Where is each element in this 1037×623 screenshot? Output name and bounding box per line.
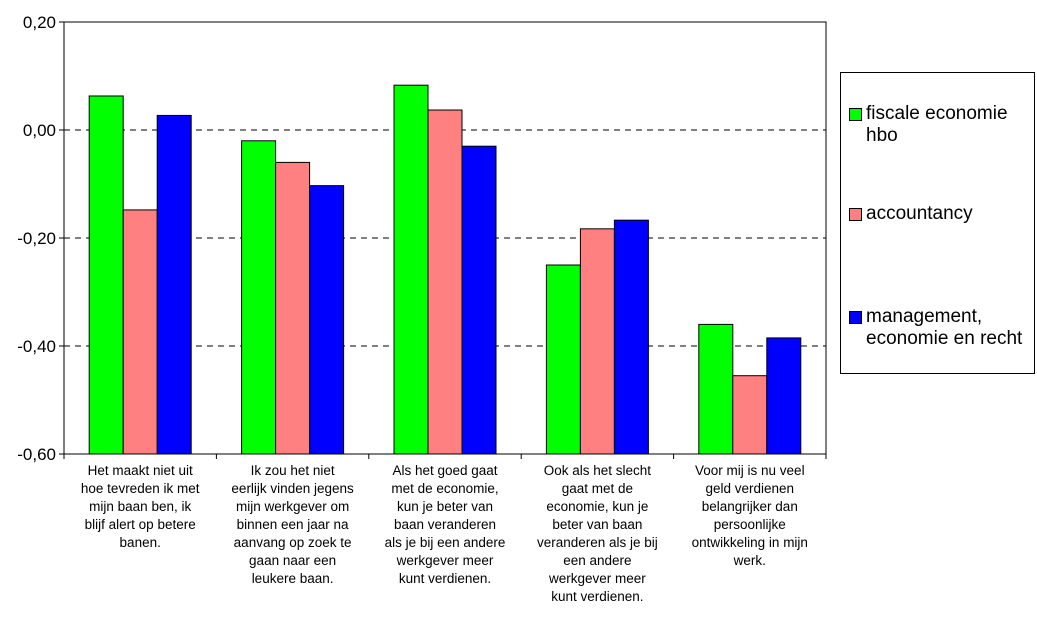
x-category-label-line: geld verdienen [706,481,795,496]
x-category-label-line: persoonlijke [714,517,786,532]
bar-series-1-cat-2 [427,109,463,455]
bar-series-2-cat-2 [461,145,497,455]
x-category-label-line: Ik zou het niet [251,463,335,478]
x-category-label-line: beter van baan [552,517,642,532]
x-category-label-line: belangrijker dan [702,499,798,514]
legend-item-series-2: management, economie en recht [849,306,1036,350]
x-category-label-line: als je bij een andere [385,535,506,550]
bars [88,84,802,455]
x-category-label-line: Voor mij is nu veel [695,463,805,478]
bar-series-0-cat-0 [88,95,124,455]
y-tick-label: -0,60 [17,445,56,464]
bar-series-0-cat-3 [545,264,581,455]
y-tick-label: -0,20 [17,229,56,248]
x-category-label: Ik zou het niet eerlijk vinden jegens mijn… [231,463,354,586]
legend-swatch-series-2 [849,311,862,324]
bar-series-0-cat-2 [393,84,429,455]
legend-label-series-2: management, economie en recht [866,306,1023,349]
axes [59,21,827,459]
legend-swatch-series-0 [849,108,862,121]
bar-series-0-cat-1 [241,140,277,455]
x-category-label-line: gaat met de [562,481,633,496]
axis-labels: 0,20 0,00 -0,20 -0,40 -0,60 Het maakt niet ui… [17,13,808,604]
x-category-label-line: aanvang op zoek te [234,535,352,550]
x-category-label-line: gaan naar een [249,553,336,568]
x-category-label-line: ontwikkeling in mijn [692,535,808,550]
bar-series-2-cat-3 [613,219,649,455]
x-category-label-line: banen. [120,535,161,550]
x-category-label-line: werkgever meer [548,571,646,586]
x-category-label-line: blijf alert op betere [85,517,196,532]
x-category-label-line: hoe tevreden ik met [81,481,200,496]
x-category-label: Het maakt niet uit hoe tevreden ik met mij… [81,463,200,550]
x-category-label-line: Ook als het slecht [544,463,652,478]
x-category-label-line: een andere [563,553,631,568]
x-category-label-line: werkgever meer [396,553,494,568]
x-category-label-line: Als het goed gaat [392,463,497,478]
bar-series-1-cat-1 [275,161,311,455]
legend-item-series-0: fiscale economie hbo [849,103,1036,147]
bar-series-2-cat-0 [156,114,192,455]
y-tick-label: -0,40 [17,337,56,356]
x-category-label: Als het goed gaat met de economie, kun je … [385,463,506,586]
bar-series-1-cat-3 [579,228,615,455]
x-category-label-line: binnen een jaar na [237,517,349,532]
bar-series-2-cat-1 [309,185,345,455]
y-tick-label: 0,00 [23,121,56,140]
x-category-label-line: mijn baan ben, ik [89,499,191,514]
x-category-label-line: economie, kun je [546,499,648,514]
x-category-label-line: baan veranderen [394,517,496,532]
bar-series-1-cat-4 [732,375,768,455]
x-category-label-line: kunt verdienen. [399,571,491,586]
bar-series-1-cat-0 [122,209,158,455]
x-category-label: Voor mij is nu veel geld verdienen belangr… [692,463,808,568]
x-category-label-line: kun je beter van [397,499,493,514]
bar-series-0-cat-4 [698,323,734,455]
x-category-label: Ook als het slecht gaat met de economie, k… [537,463,658,604]
plot-area-frame [63,21,827,455]
x-category-label-line: eerlijk vinden jegens [231,481,354,496]
legend-label-series-0: fiscale economie hbo [866,103,1008,146]
legend-label-series-1: accountancy [866,203,973,224]
x-category-label-line: veranderen als je bij [537,535,658,550]
bar-series-2-cat-4 [766,337,802,455]
x-category-label-line: mijn werkgever om [236,499,349,514]
x-category-label-line: Het maakt niet uit [88,463,193,478]
x-category-label-line: leukere baan. [252,571,334,586]
legend-swatch-series-1 [849,208,862,221]
x-category-label-line: werk. [733,553,766,568]
x-category-label-line: met de economie, [391,481,498,496]
legend: fiscale economie hbo accountancy managem… [840,72,1035,374]
legend-item-series-1: accountancy [849,203,1036,225]
y-tick-label: 0,20 [23,13,56,32]
x-category-label-line: kunt verdienen. [551,589,643,604]
